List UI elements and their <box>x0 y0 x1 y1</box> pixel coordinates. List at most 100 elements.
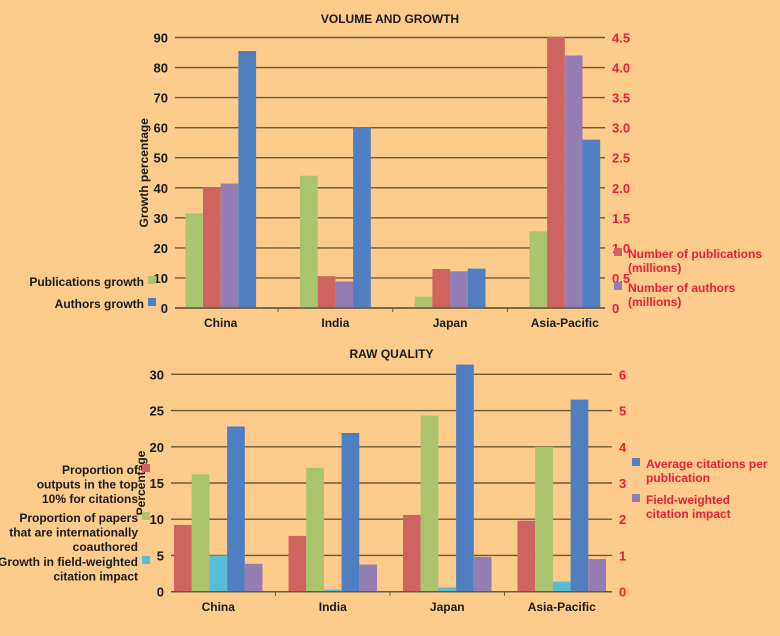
y2-tick-label: 0 <box>612 301 619 316</box>
bar <box>467 268 486 308</box>
bar <box>341 432 360 592</box>
legend-label: Number of publications <box>628 247 762 261</box>
bar <box>414 296 433 308</box>
bar <box>420 415 439 592</box>
y-tick-label: 30 <box>150 367 164 382</box>
legend-label: that are internationally <box>9 526 138 540</box>
bar <box>588 559 606 592</box>
bar <box>529 231 548 308</box>
y-tick-label: 20 <box>150 440 164 455</box>
x-tick-label: Japan <box>433 316 468 330</box>
legend-label: Publications growth <box>29 275 144 289</box>
legend-label: Authors growth <box>55 297 144 311</box>
bar <box>288 535 307 592</box>
legend-swatch <box>148 276 156 284</box>
y2-tick-label: 4.0 <box>612 61 630 76</box>
bar <box>564 55 583 309</box>
legend-label: Number of authors <box>628 281 736 295</box>
x-tick-label: India <box>321 316 349 330</box>
bar <box>209 555 228 592</box>
chart-title: RAW QUALITY <box>350 347 434 361</box>
legend-item: Publications growth <box>29 275 156 289</box>
legend-label: Growth in field-weighted <box>0 555 138 569</box>
y-tick-label: 5 <box>157 548 164 563</box>
y2-tick-label: 3.0 <box>612 121 630 136</box>
legend-label: citation impact <box>646 507 731 521</box>
bar <box>227 426 245 592</box>
y-tick-label: 70 <box>154 91 168 106</box>
legend-label: citation impact <box>53 570 138 584</box>
bar <box>582 139 601 308</box>
y2-tick-label: 2 <box>619 512 626 527</box>
y2-tick-label: 4.5 <box>612 31 630 46</box>
legend-label: Proportion of papers <box>19 511 138 525</box>
legend-item: Number of publications(millions) <box>614 247 762 275</box>
legend-swatch <box>142 512 150 520</box>
y2-tick-label: 0 <box>619 585 626 600</box>
legend-swatch <box>614 282 622 290</box>
chart-raw-quality: RAW QUALITY0510152025300123456Percentage… <box>0 347 768 614</box>
y2-tick-label: 4 <box>619 440 627 455</box>
x-tick-label: China <box>202 600 236 614</box>
bar <box>238 51 257 309</box>
legend-label: Field-weighted <box>646 493 730 507</box>
bar <box>517 520 536 592</box>
y-tick-label: 60 <box>154 121 168 136</box>
bar <box>535 446 553 592</box>
legend-label: Proportion of <box>62 463 139 477</box>
bar <box>317 276 336 308</box>
bar <box>552 581 571 592</box>
bar <box>473 556 492 592</box>
bar <box>570 399 589 592</box>
bar <box>547 36 565 308</box>
y2-tick-label: 2.5 <box>612 151 630 166</box>
bar <box>432 268 451 308</box>
y-tick-label: 25 <box>150 404 164 419</box>
y-tick-label: 90 <box>154 31 168 46</box>
y2-tick-label: 2.0 <box>612 181 630 196</box>
y2-tick-label: 1.5 <box>612 211 630 226</box>
bar <box>220 183 239 308</box>
legend-label: outputs in the top <box>37 478 138 492</box>
legend-item: Number of authors(millions) <box>614 281 736 309</box>
bar <box>306 467 324 592</box>
bar <box>191 474 210 592</box>
bar <box>244 563 263 592</box>
x-tick-label: China <box>204 316 238 330</box>
y2-tick-label: 6 <box>619 367 626 382</box>
x-tick-label: Asia-Pacific <box>528 600 596 614</box>
bar <box>456 364 474 592</box>
legend-label: 10% for citations <box>42 492 138 506</box>
bar <box>450 271 468 308</box>
y-tick-label: 40 <box>154 181 168 196</box>
bar <box>335 281 354 308</box>
bar <box>359 564 377 592</box>
legend-label: publication <box>646 471 710 485</box>
bar <box>323 589 342 592</box>
legend-swatch <box>142 556 150 564</box>
x-tick-label: Asia-Pacific <box>531 316 599 330</box>
y-tick-label: 10 <box>154 271 168 286</box>
legend-item: Authors growth <box>55 297 156 311</box>
y-tick-label: 80 <box>154 61 168 76</box>
chart-title: VOLUME AND GROWTH <box>321 12 459 26</box>
chart-volume-and-growth: VOLUME AND GROWTH010203040506070809000.5… <box>29 12 762 330</box>
legend-label: coauthored <box>73 540 138 554</box>
legend-label: Average citations per <box>646 457 768 471</box>
y-tick-label: 50 <box>154 151 168 166</box>
legend-swatch <box>632 494 640 502</box>
bar <box>300 175 318 308</box>
y-tick-label: 10 <box>150 512 164 527</box>
legend-swatch <box>614 248 622 256</box>
y-axis-label: Growth percentage <box>137 118 151 228</box>
bar <box>438 587 457 592</box>
y-tick-label: 30 <box>154 211 168 226</box>
y-tick-label: 15 <box>150 476 164 491</box>
y-tick-label: 0 <box>157 585 164 600</box>
